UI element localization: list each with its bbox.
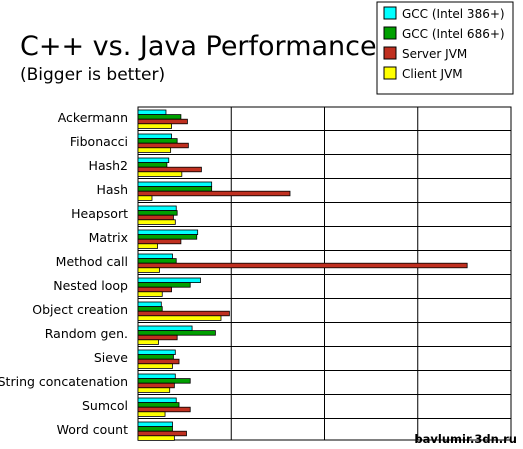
plot-area [137,106,512,441]
bar-2 [137,354,174,360]
bar-4 [137,411,166,417]
bars [137,109,468,441]
bar-3 [137,190,291,197]
bar-2 [137,426,173,432]
legend-box [376,1,514,95]
bar-2 [137,378,191,384]
bar-1 [137,397,177,403]
bar-1 [137,421,173,427]
bar-1 [137,229,199,235]
bar-1 [137,109,167,115]
bar-2 [137,306,163,312]
category-label: Random gen. [45,326,128,341]
legend-swatch [383,46,397,60]
bar-4 [137,363,173,369]
bar-3 [137,406,191,413]
bar-3 [137,262,468,269]
category-label: Fibonacci [70,134,128,149]
legend-swatch [383,6,397,20]
bar-4 [137,387,171,393]
bar-3 [137,142,189,149]
bar-3 [137,382,175,389]
legend-label: GCC (Intel 386+) [402,7,505,21]
bar-3 [137,286,172,293]
bar-3 [137,214,174,221]
chart-title: C++ vs. Java Performance [20,31,377,62]
bar-1 [137,325,193,331]
bar-4 [137,219,176,225]
gridlines [138,107,511,440]
bar-4 [137,243,158,249]
bar-2 [137,162,168,168]
bar-3 [137,118,188,125]
bar-4 [137,315,222,321]
bar-2 [137,210,178,216]
bar-1 [137,133,172,139]
category-label: Hash [97,182,129,197]
legend-swatch [383,66,397,80]
bar-1 [137,181,213,187]
category-label: Method call [56,254,128,269]
bar-1 [137,349,176,355]
legend: GCC (Intel 386+) GCC (Intel 686+) Server J… [376,1,514,95]
bar-2 [137,138,178,144]
category-label: Ackermann [58,110,128,125]
bar-4 [137,435,175,441]
bar-4 [137,267,160,273]
bar-2 [137,258,177,264]
category-label: Hash2 [89,158,128,173]
category-label: Object creation [32,302,128,317]
bar-1 [137,301,162,307]
category-label: Sieve [94,350,128,365]
chart-subtitle: (Bigger is better) [20,65,165,85]
category-label: String concatenation [0,374,128,389]
category-label: Word count [57,422,128,437]
bar-1 [137,205,177,211]
bar-4 [137,147,172,153]
legend-label: GCC (Intel 686+) [402,27,505,41]
bar-3 [137,238,182,245]
bar-2 [137,330,216,336]
bar-2 [137,282,191,288]
category-label: Nested loop [53,278,128,293]
legend-swatch [383,26,397,40]
category-label: Heapsort [71,206,128,221]
bar-2 [137,234,198,240]
bar-4 [137,339,159,345]
legend-label: Client JVM [402,67,463,81]
bar-1 [137,277,201,283]
bar-2 [137,114,182,120]
bar-4 [137,195,153,201]
bar-3 [137,166,202,173]
bar-4 [137,123,172,129]
bar-3 [137,358,180,365]
category-label: Matrix [89,230,128,245]
category-label: Sumcol [82,398,128,413]
bar-2 [137,186,213,192]
bar-3 [137,430,187,437]
bar-1 [137,373,176,379]
bar-1 [137,253,173,259]
bar-2 [137,402,180,408]
bar-1 [137,157,170,163]
bar-4 [137,291,163,297]
category-labels: Ackermann Fibonacci Hash2 Hash Heapsort Matri… [0,110,128,437]
legend-label: Server JVM [402,47,467,61]
watermark: bavlumir.3dn.ru [414,432,517,446]
bar-3 [137,310,230,317]
bar-3 [137,334,178,341]
bar-4 [137,171,183,177]
